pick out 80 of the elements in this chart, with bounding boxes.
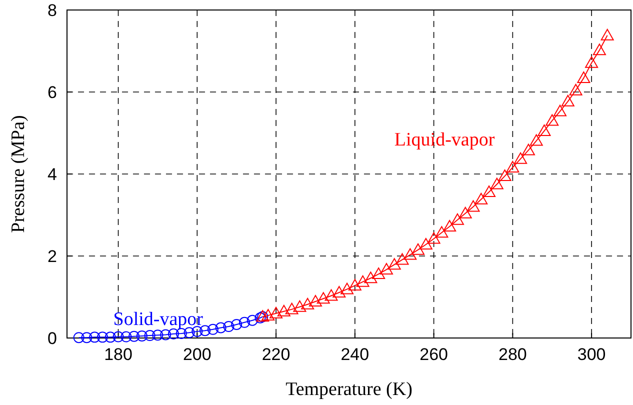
point: [466, 200, 480, 212]
point: [324, 289, 338, 301]
point: [168, 328, 179, 340]
point: [372, 268, 386, 280]
point: [340, 282, 354, 294]
point: [592, 44, 606, 56]
x-tick-label: 240: [340, 345, 370, 364]
point: [293, 300, 306, 312]
point: [120, 331, 132, 342]
point: [112, 331, 124, 342]
point: [396, 253, 409, 265]
x-tick-label: 280: [498, 345, 527, 364]
point: [207, 324, 218, 335]
point: [380, 263, 393, 275]
point: [270, 306, 283, 318]
point: [316, 292, 330, 304]
point: [554, 104, 567, 116]
point: [96, 332, 108, 343]
point: [482, 186, 496, 198]
y-axis-title: Pressure (MPa): [8, 115, 29, 233]
x-axis-title: Temperature (K): [286, 379, 412, 400]
point: [546, 114, 559, 126]
y-tick-label: 4: [48, 165, 57, 184]
point: [144, 330, 156, 342]
x-tick-label: 200: [182, 345, 212, 364]
point: [450, 213, 464, 225]
point: [231, 318, 242, 330]
point: [569, 84, 582, 96]
point: [308, 295, 322, 307]
point: [89, 332, 100, 343]
point: [285, 302, 298, 314]
point: [514, 152, 528, 164]
point: [301, 298, 314, 310]
y-tick-label: 2: [48, 247, 57, 266]
point: [81, 332, 92, 344]
point: [404, 248, 417, 260]
point: [435, 226, 448, 238]
y-tick-label: 0: [48, 329, 57, 348]
point: [561, 94, 574, 106]
point: [136, 330, 148, 342]
point: [498, 170, 512, 182]
point: [223, 321, 234, 332]
point: [160, 329, 172, 340]
point: [585, 56, 598, 68]
point: [104, 332, 116, 343]
series-label: Solid-vapor: [113, 308, 204, 330]
series-label: Liquid-vapor: [394, 129, 496, 150]
point: [458, 206, 472, 218]
point: [254, 312, 266, 324]
point: [474, 192, 488, 204]
point: [262, 308, 275, 320]
point: [238, 316, 250, 328]
point: [128, 330, 140, 342]
point: [600, 28, 614, 40]
point: [538, 124, 551, 136]
point: [152, 330, 164, 341]
point: [356, 275, 370, 287]
y-tick-label: 8: [48, 1, 57, 20]
point: [522, 144, 535, 156]
point: [277, 304, 290, 316]
point: [419, 238, 432, 250]
point: [73, 332, 84, 344]
point: [412, 243, 425, 255]
point: [506, 160, 520, 172]
point: [332, 286, 346, 298]
point: [490, 178, 504, 190]
point: [388, 258, 401, 270]
point: [427, 232, 440, 244]
y-tick-label: 6: [48, 83, 57, 102]
point: [348, 279, 362, 291]
point: [215, 322, 226, 334]
point: [246, 314, 258, 326]
x-tick-label: 220: [262, 345, 290, 364]
x-tick-label: 180: [104, 345, 132, 364]
x-tick-label: 300: [577, 345, 606, 364]
point: [577, 72, 590, 84]
point: [530, 134, 543, 146]
point: [364, 272, 378, 284]
point: [443, 220, 456, 232]
x-tick-label: 260: [420, 345, 448, 364]
